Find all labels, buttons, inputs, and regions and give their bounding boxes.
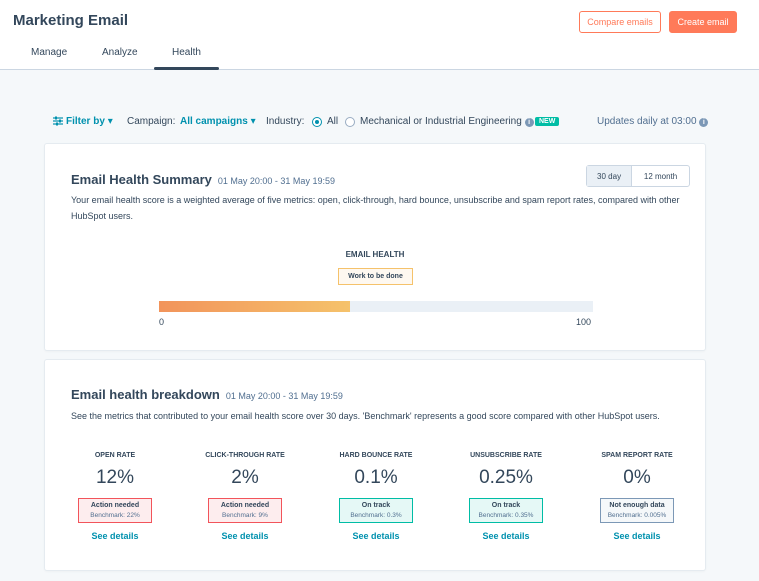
radio-industry[interactable] <box>345 117 355 127</box>
metric-hard-bounce-rate: HARD BOUNCE RATE 0.1% On track Benchmark… <box>316 452 436 541</box>
metric-click-through-rate: CLICK-THROUGH RATE 2% Action needed Benc… <box>185 452 305 541</box>
filter-by-dropdown[interactable]: Filter by ▾ <box>66 116 113 127</box>
status-badge: Action needed Benchmark: 22% <box>78 498 152 523</box>
metric-label: CLICK-THROUGH RATE <box>205 452 285 459</box>
metric-value: 0% <box>623 467 651 488</box>
filter-sliders-icon[interactable] <box>53 116 63 129</box>
metric-label: HARD BOUNCE RATE <box>339 452 413 459</box>
email-health-breakdown-card: Email health breakdown 01 May 20:00 - 31 … <box>44 359 706 571</box>
breakdown-date-range: 01 May 20:00 - 31 May 19:59 <box>225 391 343 401</box>
campaign-dropdown[interactable]: All campaigns ▾ <box>180 116 256 127</box>
metric-value: 0.25% <box>479 467 533 488</box>
metric-spam-report-rate: SPAM REPORT RATE 0% Not enough data Benc… <box>577 452 697 541</box>
health-status-badge: Work to be done <box>338 268 413 285</box>
metric-open-rate: OPEN RATE 12% Action needed Benchmark: 2… <box>55 452 175 541</box>
updates-note: Updates daily at 03:00 i <box>597 116 709 127</box>
create-email-button[interactable]: Create email <box>669 11 737 33</box>
info-icon[interactable]: i <box>699 118 709 127</box>
tab-health[interactable]: Health <box>172 47 201 58</box>
status-badge: Action needed Benchmark: 9% <box>208 498 282 523</box>
status-badge: Not enough data Benchmark: 0.005% <box>600 498 674 523</box>
breakdown-title: Email health breakdown 01 May 20:00 - 31 … <box>71 387 343 402</box>
see-details-link[interactable]: See details <box>613 531 661 541</box>
chevron-down-icon: ▾ <box>250 116 256 127</box>
industry-label: Industry: <box>266 116 305 127</box>
summary-date-range: 01 May 20:00 - 31 May 19:59 <box>217 176 335 186</box>
metric-value: 12% <box>95 467 135 488</box>
see-details-link[interactable]: See details <box>91 531 139 541</box>
period-toggle: 30 day 12 month <box>586 165 690 187</box>
see-details-link[interactable]: See details <box>482 531 530 541</box>
metric-label: SPAM REPORT RATE <box>601 452 673 459</box>
chevron-down-icon: ▾ <box>107 116 113 127</box>
summary-description: Your email health score is a weighted av… <box>71 195 680 221</box>
see-details-link[interactable]: See details <box>352 531 400 541</box>
compare-emails-button[interactable]: Compare emails <box>579 11 661 33</box>
page-title: Marketing Email <box>13 12 129 29</box>
score-min-label: 0 <box>159 317 165 327</box>
status-badge: On track Benchmark: 0.35% <box>469 498 543 523</box>
toggle-12-month[interactable]: 12 month <box>643 171 678 181</box>
radio-industry-label: Mechanical or Industrial Engineering i <box>360 116 534 127</box>
metric-label: UNSUBSCRIBE RATE <box>470 452 542 459</box>
see-details-link[interactable]: See details <box>221 531 269 541</box>
campaign-label: Campaign: <box>127 116 176 127</box>
new-badge: NEW <box>535 117 560 126</box>
health-score-bar <box>159 301 593 312</box>
filter-bar: Filter by ▾ Campaign: All campaigns ▾ In… <box>0 112 759 132</box>
radio-all[interactable] <box>312 117 322 127</box>
metric-label: OPEN RATE <box>94 452 136 459</box>
summary-title: Email Health Summary 01 May 20:00 - 31 Ma… <box>71 172 335 187</box>
tab-manage[interactable]: Manage <box>31 47 68 58</box>
metric-value: 2% <box>231 467 259 488</box>
score-max-label: 100 <box>576 317 592 327</box>
page-header: Marketing Email Compare emails Create em… <box>0 0 759 70</box>
email-health-summary-card: Email Health Summary 01 May 20:00 - 31 Ma… <box>44 143 706 351</box>
metric-value: 0.1% <box>354 467 398 488</box>
email-health-label: EMAIL HEALTH <box>345 250 405 259</box>
tab-analyze[interactable]: Analyze <box>102 47 138 58</box>
status-badge: On track Benchmark: 0.3% <box>339 498 413 523</box>
metric-unsubscribe-rate: UNSUBSCRIBE RATE 0.25% On track Benchmar… <box>446 452 566 541</box>
health-score-fill <box>159 301 350 312</box>
radio-all-label: All <box>327 116 339 127</box>
info-icon[interactable]: i <box>524 118 534 127</box>
breakdown-description: See the metrics that contributed to your… <box>71 411 660 421</box>
active-tab-indicator <box>154 67 219 70</box>
toggle-30-day[interactable]: 30 day <box>587 166 633 186</box>
